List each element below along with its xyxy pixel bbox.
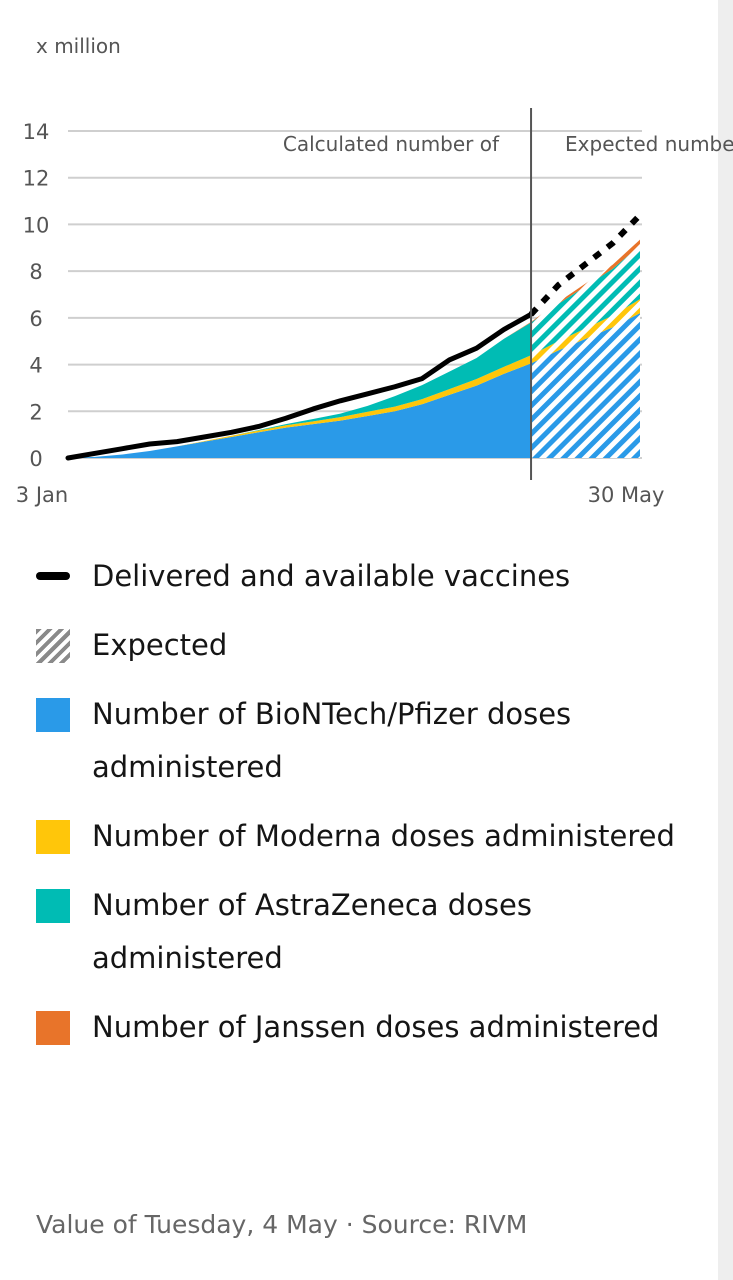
legend-label: Expected xyxy=(92,628,228,662)
expected-area-0 xyxy=(531,313,640,458)
legend-item-pfizer: Number of BioNTech/Pfizer doses administ… xyxy=(36,688,696,794)
delivered-line-expected xyxy=(528,212,643,317)
legend-item-astrazeneca: Number of AstraZeneca doses administered xyxy=(36,879,696,985)
expected-area-1 xyxy=(531,299,640,364)
y-unit-label: x million xyxy=(36,34,121,58)
square-icon xyxy=(36,1011,70,1045)
expected-annotation: Expected number xyxy=(565,132,733,156)
legend-label: Number of Janssen doses administered xyxy=(92,1010,660,1044)
legend-label: Delivered and available vaccines xyxy=(92,559,571,593)
x-tick-label: 3 Jan xyxy=(16,483,68,507)
square-icon xyxy=(36,698,70,732)
y-tick-label: 8 xyxy=(29,260,42,284)
source-note: Value of Tuesday, 4 May · Source: RIVM xyxy=(36,1210,528,1239)
legend-item-janssen: Number of Janssen doses administered xyxy=(36,1001,696,1054)
y-tick-label: 2 xyxy=(29,400,42,424)
square-icon xyxy=(36,889,70,923)
area-0 xyxy=(68,363,532,458)
y-tick-label: 4 xyxy=(29,354,42,378)
vaccination-area-chart: 0 2 4 6 8 10 12 14 Calculated number of Expected… xyxy=(16,108,733,507)
area-2 xyxy=(68,322,532,458)
delivered-line xyxy=(65,311,534,461)
hatch-icon xyxy=(36,629,70,663)
legend-label: Number of AstraZeneca doses administered xyxy=(92,888,532,975)
y-tick-label: 6 xyxy=(29,307,42,331)
chart-legend: Delivered and available vaccines Expecte… xyxy=(36,550,696,1070)
expected-area-3 xyxy=(531,239,640,323)
y-tick-label: 12 xyxy=(23,167,50,191)
calculated-annotation: Calculated number of xyxy=(283,132,500,156)
legend-item-delivered: Delivered and available vaccines xyxy=(36,550,696,603)
scrollbar-track[interactable] xyxy=(718,0,733,1280)
line-icon xyxy=(36,560,70,594)
legend-label: Number of BioNTech/Pfizer doses administ… xyxy=(92,697,572,784)
expected-area-2 xyxy=(531,245,640,356)
legend-label: Number of Moderna doses administered xyxy=(92,819,675,853)
y-tick-label: 10 xyxy=(23,213,50,237)
legend-item-expected: Expected xyxy=(36,619,696,672)
y-tick-label: 0 xyxy=(29,447,42,471)
y-tick-label: 14 xyxy=(23,120,50,144)
legend-item-moderna: Number of Moderna doses administered xyxy=(36,810,696,863)
x-tick-label: 30 May xyxy=(588,483,665,507)
square-icon xyxy=(36,820,70,854)
